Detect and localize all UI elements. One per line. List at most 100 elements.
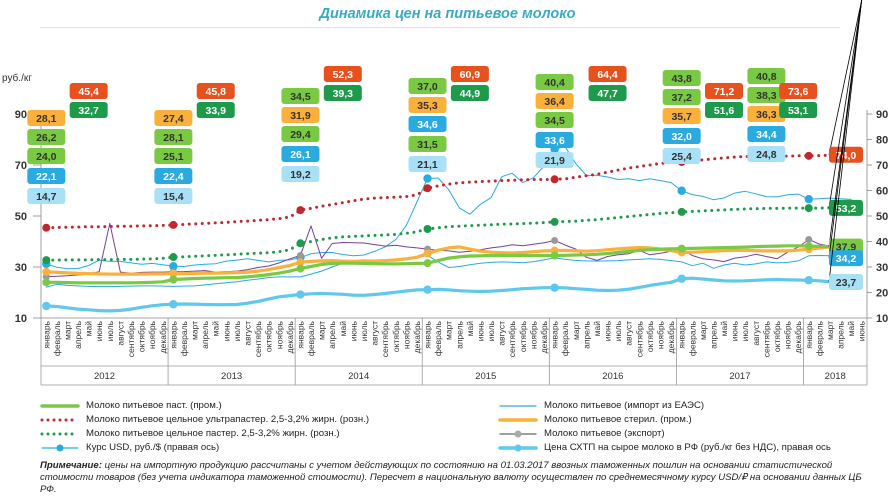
legend-label: Молоко питьевое стерил. (пром.) bbox=[544, 414, 692, 425]
series-line bbox=[45, 146, 852, 270]
annotation-box bbox=[535, 112, 574, 128]
data-point bbox=[296, 258, 305, 267]
annotation-box bbox=[281, 126, 320, 142]
y-tick-label: 30 bbox=[15, 262, 27, 274]
annotation-box bbox=[69, 102, 108, 118]
annotation-label: 39,3 bbox=[323, 85, 362, 101]
legend-swatch bbox=[499, 404, 537, 407]
year-label: 2014 bbox=[348, 371, 369, 382]
annotation-label: 36,3 bbox=[747, 106, 786, 122]
x-tick-label: сентябрь bbox=[126, 320, 136, 357]
annotation-box bbox=[154, 188, 193, 204]
annotation-value: 47,7 bbox=[597, 88, 618, 100]
x-tick-label: октябрь bbox=[645, 320, 655, 352]
legend-item: Молоко питьевое (экспорт) bbox=[498, 428, 665, 439]
annotation-value: 32,7 bbox=[78, 105, 99, 117]
end-label-box bbox=[829, 146, 863, 163]
x-tick-label: ноябрь bbox=[528, 320, 538, 349]
x-tick-label: февраль bbox=[814, 320, 824, 356]
data-point bbox=[169, 275, 178, 284]
annotation-box bbox=[154, 129, 193, 145]
annotation-label: 51,6 bbox=[705, 102, 744, 118]
data-point bbox=[805, 235, 813, 243]
legend-swatch bbox=[40, 432, 80, 435]
x-tick-label: май bbox=[719, 321, 729, 337]
annotation-value: 53,1 bbox=[788, 105, 809, 117]
x-tick-label: январь bbox=[677, 320, 687, 348]
x-tick-label: январь bbox=[804, 320, 814, 348]
data-point bbox=[42, 278, 51, 287]
note-text: цены на импортную продукцию рассчитаны с… bbox=[40, 460, 862, 495]
annotation-box bbox=[69, 83, 108, 99]
x-tick-label: август bbox=[370, 321, 380, 346]
x-tick-label: март bbox=[825, 321, 835, 340]
legend-item: Курс USD, руб./$ (правая ось) bbox=[40, 442, 219, 453]
annotation-value: 21,1 bbox=[417, 159, 438, 171]
annotation-value: 34,5 bbox=[544, 115, 565, 127]
y-tick-label: 50 bbox=[15, 211, 27, 223]
y-tick-label: 90 bbox=[15, 109, 27, 121]
annotation-box bbox=[281, 107, 320, 123]
annotation-box bbox=[323, 85, 362, 101]
end-labels: 74,053,237,934,223,7 bbox=[828, 0, 863, 291]
x-tick-label: март bbox=[190, 321, 200, 340]
x-tick-label: февраль bbox=[560, 320, 570, 356]
annotation-label: 60,9 bbox=[450, 66, 489, 82]
x-tick-label: январь bbox=[41, 320, 51, 348]
x-tick-label: апрель bbox=[581, 320, 591, 348]
legend-swatch bbox=[41, 444, 79, 451]
x-tick-label: июнь bbox=[857, 320, 867, 341]
y2-tick-label: 20 bbox=[876, 288, 888, 300]
x-tick-label: март bbox=[698, 321, 708, 340]
data-point bbox=[550, 251, 559, 260]
annotation-label: 26,2 bbox=[27, 129, 66, 145]
annotation-value: 51,6 bbox=[714, 105, 735, 117]
end-label-value: 34,2 bbox=[836, 253, 857, 265]
annotation-box bbox=[154, 168, 193, 184]
data-point bbox=[169, 300, 178, 309]
annotation-box bbox=[779, 102, 818, 118]
x-tick-label: ноябрь bbox=[401, 320, 411, 349]
end-label: 34,2 bbox=[828, 0, 863, 267]
annotation-label: 21,9 bbox=[535, 152, 574, 168]
x-tick-label: февраль bbox=[52, 320, 62, 356]
x-tick-label: ноябрь bbox=[274, 320, 284, 349]
x-tick-label: март bbox=[317, 321, 327, 340]
annotation-label: 31,5 bbox=[408, 136, 447, 152]
year-labels: 2012 2013 2014 2015 2016 2017 2018 bbox=[40, 318, 868, 386]
annotation-box bbox=[281, 166, 320, 182]
x-tick-label: январь bbox=[295, 320, 305, 348]
year-label: 2013 bbox=[221, 371, 242, 382]
annotation-label: 40,8 bbox=[747, 68, 786, 84]
month-labels: январь февраль март апрель май июнь июль август… bbox=[41, 320, 866, 357]
data-point bbox=[169, 262, 178, 271]
end-label-value: 74,0 bbox=[836, 150, 857, 162]
annotation-value: 52,3 bbox=[333, 69, 354, 81]
legend-swatch bbox=[499, 430, 537, 437]
annotation-box bbox=[535, 93, 574, 109]
x-tick-label: июль bbox=[613, 320, 623, 341]
annotation-label: 21,1 bbox=[408, 156, 447, 172]
series-line bbox=[44, 245, 853, 276]
annotation-label: 52,3 bbox=[323, 66, 362, 82]
series-line bbox=[44, 153, 853, 230]
data-point bbox=[296, 252, 304, 260]
legend-item: Молоко питьевое цельное ультрапастер. 2,… bbox=[40, 414, 369, 425]
annotation-value: 24,0 bbox=[36, 151, 57, 163]
data-point bbox=[42, 267, 51, 276]
y2-tick-label: 10 bbox=[876, 313, 888, 325]
annotation-value: 45,4 bbox=[78, 86, 99, 98]
annotation-value: 38,3 bbox=[756, 90, 777, 102]
annotation-value: 25,1 bbox=[163, 151, 184, 163]
annotation-label: 24,8 bbox=[747, 146, 786, 162]
x-tick-label: декабрь bbox=[285, 320, 295, 353]
data-point bbox=[42, 301, 51, 311]
x-tick-label: август bbox=[243, 321, 253, 346]
annotation-label: 37,2 bbox=[662, 89, 701, 105]
series-line bbox=[44, 206, 853, 262]
data-point bbox=[423, 259, 432, 268]
annotation-box bbox=[27, 129, 66, 145]
data-point bbox=[423, 249, 432, 258]
data-point bbox=[423, 285, 432, 294]
legend-swatch bbox=[40, 418, 80, 421]
